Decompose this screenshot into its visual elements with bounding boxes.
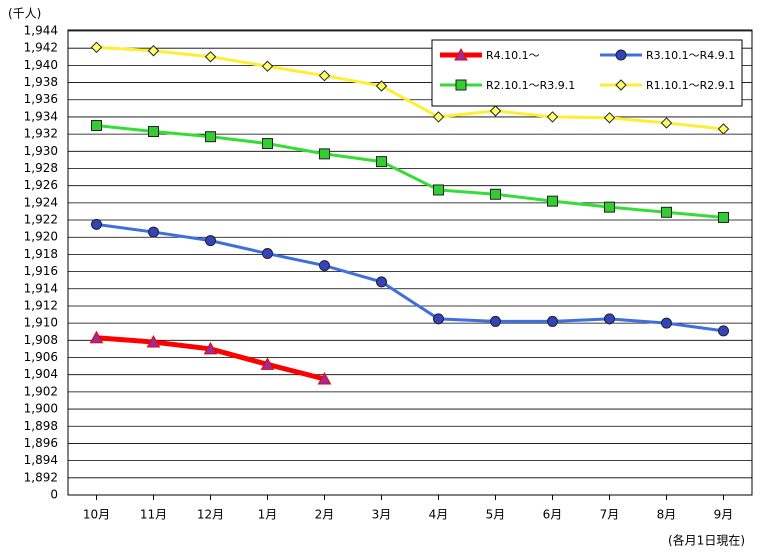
point-marker bbox=[148, 126, 159, 138]
point-marker bbox=[204, 51, 217, 63]
point-marker bbox=[546, 111, 559, 123]
point-marker bbox=[205, 235, 216, 247]
point-marker bbox=[433, 313, 444, 325]
x-tick-label: 11月 bbox=[140, 508, 167, 522]
point-marker bbox=[148, 226, 159, 238]
y-tick-label: 1,942 bbox=[24, 41, 58, 55]
y-tick-label: 1,922 bbox=[24, 213, 58, 227]
x-tick-label: 5月 bbox=[486, 508, 506, 522]
y-tick-label: 1,930 bbox=[24, 144, 58, 158]
y-tick-label: 1,936 bbox=[24, 92, 58, 106]
y-tick-label: 1,944 bbox=[24, 24, 58, 38]
y-tick-label: 1,912 bbox=[24, 298, 58, 312]
point-marker bbox=[91, 120, 102, 132]
point-marker bbox=[91, 218, 102, 230]
y-tick-label: 1,904 bbox=[24, 367, 58, 381]
plot-frame bbox=[67, 29, 753, 496]
point-marker bbox=[203, 341, 218, 355]
point-marker bbox=[718, 325, 729, 337]
unit-label: (千人) bbox=[8, 7, 41, 21]
legend-marker bbox=[615, 49, 627, 61]
point-marker bbox=[317, 371, 332, 385]
x-tick-label: 4月 bbox=[429, 508, 449, 522]
legend-marker bbox=[455, 79, 467, 91]
y-tick-label: 1,918 bbox=[24, 247, 58, 261]
legend-marker bbox=[615, 79, 627, 91]
series-line bbox=[96, 45, 724, 131]
y-tick-label: 1,896 bbox=[24, 436, 58, 450]
point-marker bbox=[90, 41, 103, 54]
y-tick-label: 1,940 bbox=[24, 58, 58, 72]
y-tick-label: 0 bbox=[50, 488, 58, 502]
point-marker bbox=[205, 131, 216, 143]
x-tick-label: 1月 bbox=[258, 508, 278, 522]
point-marker bbox=[547, 315, 558, 327]
x-tick-label: 10月 bbox=[83, 508, 110, 522]
point-marker bbox=[604, 201, 615, 213]
series-line bbox=[96, 222, 724, 333]
x-tick-label: 12月 bbox=[197, 508, 224, 522]
point-marker bbox=[717, 123, 730, 135]
y-tick-label: 1,908 bbox=[24, 333, 58, 347]
point-marker bbox=[432, 111, 445, 123]
y-tick-label: 1,934 bbox=[24, 109, 58, 123]
y-tick-label: 1,920 bbox=[24, 230, 58, 244]
x-tick-label: 3月 bbox=[372, 508, 392, 522]
x-tick-label: 7月 bbox=[600, 508, 620, 522]
y-tick-label: 1,910 bbox=[24, 316, 58, 330]
y-tick-label: 1,914 bbox=[24, 281, 58, 295]
point-marker bbox=[260, 357, 275, 370]
y-tick-label: 1,902 bbox=[24, 384, 58, 398]
point-marker bbox=[490, 315, 501, 327]
point-marker bbox=[319, 148, 330, 160]
x-tick-label: 8月 bbox=[657, 508, 677, 522]
point-marker bbox=[89, 330, 104, 344]
legend-box bbox=[431, 39, 743, 107]
y-tick-label: 1,924 bbox=[24, 195, 58, 209]
point-marker bbox=[376, 156, 387, 168]
legend-label: R1.10.1～R2.9.1 bbox=[646, 79, 735, 92]
legend-marker bbox=[454, 47, 468, 61]
y-tick-label: 1,932 bbox=[24, 127, 58, 141]
point-marker bbox=[547, 195, 558, 207]
point-marker bbox=[318, 69, 331, 82]
point-marker bbox=[660, 117, 673, 129]
point-marker bbox=[490, 188, 501, 200]
legend-label: R4.10.1～ bbox=[486, 49, 540, 62]
point-marker bbox=[319, 260, 330, 272]
point-marker bbox=[661, 317, 672, 329]
x-tick-label: 6月 bbox=[543, 508, 563, 522]
y-tick-label: 1,894 bbox=[24, 453, 58, 467]
point-marker bbox=[603, 112, 616, 124]
x-tick-label: 9月 bbox=[714, 508, 734, 522]
point-marker bbox=[604, 313, 615, 325]
point-marker bbox=[375, 80, 388, 92]
legend-label: R2.10.1～R3.9.1 bbox=[486, 79, 575, 92]
y-tick-label: 1,900 bbox=[24, 402, 58, 416]
y-tick-label: 1,906 bbox=[24, 350, 58, 364]
legend-label: R3.10.1～R4.9.1 bbox=[646, 49, 735, 62]
point-marker bbox=[147, 45, 160, 57]
note: (各月1日現在) bbox=[668, 533, 745, 548]
point-marker bbox=[146, 335, 161, 348]
point-marker bbox=[661, 206, 672, 218]
point-marker bbox=[433, 184, 444, 196]
y-tick-label: 1,926 bbox=[24, 178, 58, 192]
y-tick-label: 1,898 bbox=[24, 419, 58, 433]
series-line bbox=[96, 124, 724, 219]
y-tick-label: 1,916 bbox=[24, 264, 58, 278]
point-marker bbox=[262, 138, 273, 150]
x-tick-label: 2月 bbox=[315, 508, 335, 522]
point-marker bbox=[261, 60, 274, 72]
point-marker bbox=[718, 211, 729, 223]
y-tick-label: 1,928 bbox=[24, 161, 58, 175]
point-marker bbox=[489, 105, 502, 117]
y-tick-label: 1,892 bbox=[24, 470, 58, 484]
point-marker bbox=[262, 248, 273, 260]
y-tick-label: 1,938 bbox=[24, 75, 58, 89]
point-marker bbox=[376, 276, 387, 288]
